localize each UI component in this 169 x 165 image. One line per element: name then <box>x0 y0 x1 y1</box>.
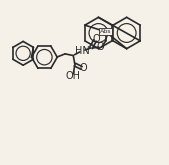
Text: HN: HN <box>75 46 90 56</box>
Text: O: O <box>96 42 104 52</box>
Text: OH: OH <box>66 71 81 81</box>
Text: O: O <box>79 63 87 73</box>
Text: O: O <box>93 34 101 44</box>
Text: Abs: Abs <box>100 29 112 34</box>
